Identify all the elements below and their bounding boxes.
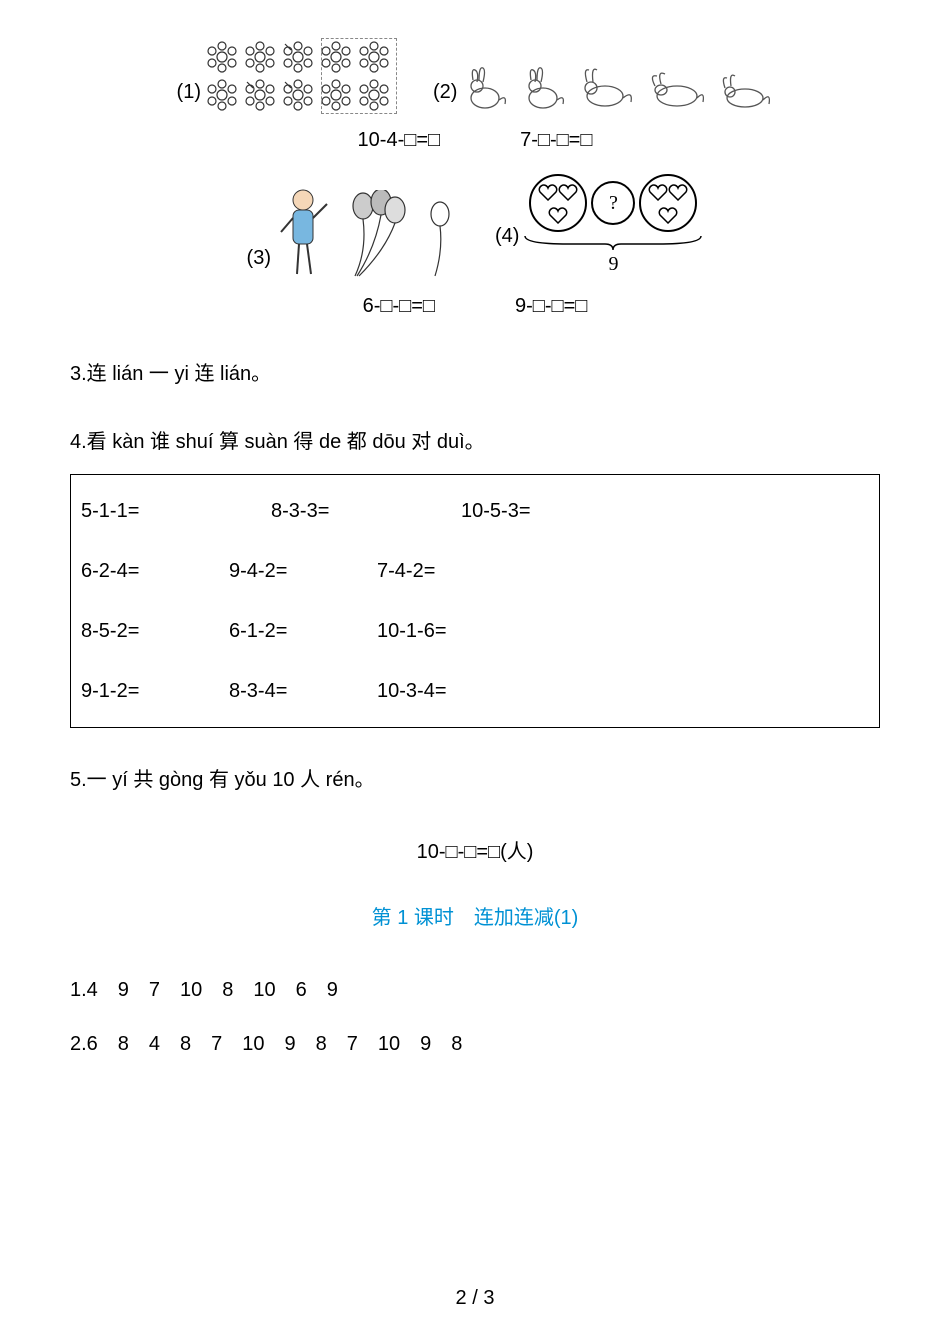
rabbit-icon <box>577 60 637 114</box>
heart-icon <box>648 183 668 201</box>
flower-icon <box>243 40 277 74</box>
calc-cell: 5-1-1= <box>81 495 211 527</box>
section-3: 3.连 lián 一 yi 连 lián。 <box>70 358 880 390</box>
balloons-figure <box>275 184 455 280</box>
flower-leaf-icon <box>281 78 315 112</box>
flower-icon <box>205 40 239 74</box>
section-4: 4.看 kàn 谁 shuí 算 suàn 得 de 都 dōu 对 duì。 <box>70 426 880 458</box>
calc-cell: 9-4-2= <box>229 555 359 587</box>
lesson-title: 第 1 课时 连加连减(1) <box>70 902 880 934</box>
equation-text: 6-□-□=□ <box>363 290 435 322</box>
brace-label: 9 <box>523 248 703 280</box>
heart-circles-figure: ? 9 <box>523 174 703 280</box>
equation-text: 10-4-□=□ <box>358 124 441 156</box>
dashed-selection-box <box>321 38 397 114</box>
answer-line: 2.6 8 4 8 7 10 9 8 7 10 9 8 <box>70 1028 880 1060</box>
heart-icon <box>538 183 558 201</box>
calc-cell: 6-1-2= <box>229 615 359 647</box>
calc-cell: 8-3-4= <box>229 675 359 707</box>
heart-circle <box>529 174 587 232</box>
balloons-bunch-icon <box>345 190 415 280</box>
figure-2: (2) <box>433 40 773 114</box>
figure-row-2: (3) <box>70 174 880 280</box>
calc-row: 6-2-4= 9-4-2= 7-4-2= <box>81 555 869 587</box>
answer-line: 1.4 9 7 10 8 10 6 9 <box>70 974 880 1006</box>
rabbit-row <box>461 60 773 114</box>
heart-icon <box>548 206 568 224</box>
rabbit-icon <box>647 64 707 114</box>
calc-cell: 10-3-4= <box>377 675 507 707</box>
calc-cell: 8-3-3= <box>271 495 401 527</box>
rabbit-icon <box>717 68 773 114</box>
heart-icon <box>658 206 678 224</box>
equation-text: 9-□-□=□ <box>515 290 587 322</box>
calc-cell: 6-2-4= <box>81 555 211 587</box>
circles-row: ? <box>529 174 697 232</box>
child-icon <box>275 184 335 280</box>
fig-label-2: (2) <box>433 76 457 114</box>
calc-cell: 7-4-2= <box>377 555 507 587</box>
figure-1: (1) <box>177 40 393 114</box>
section-5: 5.一 yí 共 gòng 有 yǒu 10 人 rén。 <box>70 764 880 796</box>
heart-circle <box>639 174 697 232</box>
equation-text: 7-□-□=□ <box>520 124 592 156</box>
fig-label-4: (4) <box>495 174 519 258</box>
heart-icon <box>668 183 688 201</box>
page-number: 2 / 3 <box>0 1282 950 1314</box>
answers-block: 1.4 9 7 10 8 10 6 9 2.6 8 4 8 7 10 9 8 7… <box>70 974 880 1060</box>
equation-row-1: 10-4-□=□ 7-□-□=□ <box>70 124 880 156</box>
flower-grid <box>205 40 393 114</box>
flower-leaf-icon <box>281 40 315 74</box>
figure-3: (3) <box>247 174 455 280</box>
flower-icon <box>205 78 239 112</box>
fig-label-1: (1) <box>177 76 201 114</box>
rabbit-icon <box>461 60 509 114</box>
figure-row-1: (1) (2) <box>70 40 880 114</box>
calculation-box: 5-1-1= 8-3-3= 10-5-3= 6-2-4= 9-4-2= 7-4-… <box>70 474 880 728</box>
calc-row: 5-1-1= 8-3-3= 10-5-3= <box>81 495 869 527</box>
brace: 9 <box>523 234 703 280</box>
calc-row: 9-1-2= 8-3-4= 10-3-4= <box>81 675 869 707</box>
balloon-single-icon <box>425 200 455 280</box>
question-mark: ? <box>609 187 618 219</box>
calc-cell: 8-5-2= <box>81 615 211 647</box>
calc-cell: 10-5-3= <box>461 495 591 527</box>
rabbit-icon <box>519 60 567 114</box>
calc-row: 8-5-2= 6-1-2= 10-1-6= <box>81 615 869 647</box>
question-circle: ? <box>591 181 635 225</box>
figure-4: (4) ? 9 <box>495 174 703 280</box>
calc-cell: 9-1-2= <box>81 675 211 707</box>
equation-row-2: 6-□-□=□ 9-□-□=□ <box>70 290 880 322</box>
flower-leaf-icon <box>243 78 277 112</box>
calc-cell: 10-1-6= <box>377 615 507 647</box>
heart-icon <box>558 183 578 201</box>
fig-label-3: (3) <box>247 242 271 280</box>
section-5-equation: 10-□-□=□(人) <box>70 836 880 868</box>
